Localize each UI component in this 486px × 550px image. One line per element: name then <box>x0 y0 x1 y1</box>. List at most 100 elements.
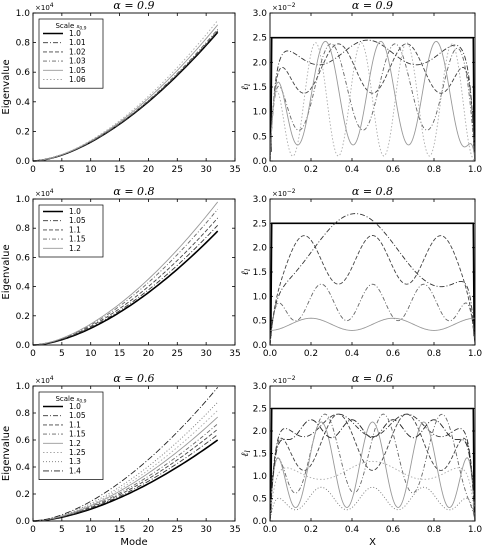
row3-right-profile-line <box>269 413 476 522</box>
row2-left-series-line <box>32 201 219 346</box>
row3-left-xtick-label: 25 <box>172 525 183 535</box>
row3-right-xtick-label: 0.4 <box>345 525 360 535</box>
row3-right-ytick-label: 1.0 <box>253 472 268 482</box>
row3-left-title: α = 0.6 <box>113 372 154 385</box>
row1-left-legend-title: Scale s0,9 <box>55 22 86 32</box>
row3-left-xtick-label: 5 <box>59 525 65 535</box>
row2-right-profile-line <box>269 213 476 346</box>
row3-left-ytick-label: 0.0 <box>16 517 31 527</box>
row3-right-profile-line <box>269 421 476 522</box>
row2-left-xtick-label: 15 <box>114 349 125 359</box>
row2-right-ytick-label: 0.5 <box>253 317 267 327</box>
row3-left-ytick-label: 1.0 <box>16 382 31 392</box>
row2-right-xtick-label: 0.6 <box>386 349 401 359</box>
row1-right-ytick-label: 2.0 <box>253 58 268 68</box>
row3-right-ytick-label: 0.5 <box>253 495 267 505</box>
row1-right-ytick-label: 2.5 <box>253 34 267 44</box>
row2-left-ytick-label: 0.6 <box>16 253 31 263</box>
row1-left-ytick-label: 1.0 <box>16 9 31 19</box>
row1-left-legend-label: 1.05 <box>69 66 86 75</box>
row1-left-ytick-label: 0.4 <box>16 98 31 108</box>
row2-left-legend-label: 1.1 <box>69 225 81 234</box>
row2-left-xtick-label: 25 <box>172 349 183 359</box>
row2-right-ytick-label: 3.0 <box>253 195 268 205</box>
row3-left-ytick-label: 0.4 <box>16 463 31 473</box>
row3-right-xtick-label: 0.8 <box>427 525 442 535</box>
row3-left-panel: Scale s0,91.01.051.11.151.21.251.31.4α =… <box>1 372 241 548</box>
row1-left-ytick-label: 0.2 <box>16 127 30 137</box>
row1-right-profile-line <box>269 43 476 162</box>
row1-left-xtick-label: 15 <box>114 165 125 175</box>
row3-left-legend-label: 1.2 <box>69 439 81 448</box>
row3-left-xtick-label: 20 <box>143 525 155 535</box>
row1-right-xtick-label: 0.8 <box>427 165 442 175</box>
row3-right-profile-line <box>269 413 476 522</box>
row1-left-series-line <box>32 28 219 162</box>
row2-left-ytick-label: 0.0 <box>16 341 31 351</box>
row1-left-multiplier: ×104 <box>35 2 54 12</box>
row3-right-ytick-label: 0.0 <box>253 517 268 527</box>
row1-right-xtick-label: 1.0 <box>468 165 483 175</box>
row1-left-frame <box>32 12 236 162</box>
row3-right-multiplier: ×10−2 <box>272 375 296 385</box>
row1-right-xtick-label: 0.4 <box>345 165 360 175</box>
row3-left-legend-label: 1.25 <box>69 448 86 457</box>
row3-left-legend-title: Scale s0,9 <box>55 395 86 405</box>
row3-left-ylabel: Eigenvalue <box>1 426 12 481</box>
row1-right-ytick-label: 3.0 <box>253 9 268 19</box>
row3-left-ytick-label: 0.8 <box>16 409 31 419</box>
row2-right-multiplier: ×10−2 <box>272 188 296 198</box>
row3-right-ylabel: ℓl <box>240 450 252 456</box>
row3-left-legend-label: 1.0 <box>69 402 81 411</box>
row3-left-legend-label: 1.1 <box>69 420 81 429</box>
row3-left-legend-label: 1.3 <box>69 457 81 466</box>
row3-left-xtick-label: 10 <box>85 525 97 535</box>
row3-right-xtick-label: 0.2 <box>304 525 318 535</box>
row2-left-xtick-label: 20 <box>143 349 155 359</box>
row3-right-profile-line <box>269 419 476 522</box>
row1-right-panel: α = 0.9 0.0 0.2 0.4 0.6 0.8 1.0 0.0 0.5 1.0 1.5 2.0… <box>240 0 482 175</box>
row1-right-ytick-label: 1.0 <box>253 108 268 118</box>
row2-right-ytick-label: 1.0 <box>253 292 268 302</box>
row2-left-xtick-label: 30 <box>200 349 212 359</box>
row3-right-title: α = 0.6 <box>352 372 393 385</box>
row1-right-title: α = 0.9 <box>352 0 393 12</box>
row1-left-legend-label: 1.03 <box>69 57 86 66</box>
row2-right-title: α = 0.8 <box>352 185 393 198</box>
row1-right-multiplier: ×10−2 <box>272 2 296 12</box>
row1-right-profile-line <box>269 39 476 162</box>
row3-left-series-line <box>32 428 218 522</box>
row1-right-xtick-label: 0.2 <box>304 165 318 175</box>
row1-left-xtick-label: 10 <box>85 165 97 175</box>
row2-right-profile-line <box>269 317 476 331</box>
row2-right-xtick-label: 0.2 <box>304 349 318 359</box>
row1-right-ytick-label: 0.5 <box>253 132 267 142</box>
row2-left-ytick-label: 0.4 <box>16 283 31 293</box>
row1-left-xtick-label: 0 <box>30 165 36 175</box>
row1-right-xtick-label: 0.0 <box>263 165 278 175</box>
row3-right-xtick-label: 1.0 <box>468 525 483 535</box>
row1-left-series-line <box>32 20 219 162</box>
row3-right-ytick-label: 1.5 <box>253 450 267 460</box>
row1-left-ytick-label: 0.6 <box>16 68 31 78</box>
row1-left-xtick-label: 20 <box>143 165 155 175</box>
row2-right-profile-line <box>269 283 476 346</box>
row3-left-series-line <box>32 416 218 522</box>
row2-right-ytick-label: 2.5 <box>253 219 267 229</box>
row1-left-legend-box <box>38 18 104 89</box>
row3-left-legend-label: 1.15 <box>69 430 86 439</box>
row3-left-series-line <box>32 387 219 522</box>
row2-left-xtick-label: 10 <box>85 349 97 359</box>
row1-left-xtick-label: 35 <box>229 165 240 175</box>
row2-left-ytick-label: 1.0 <box>16 195 31 205</box>
row3-right-ytick-label: 3.0 <box>253 382 268 392</box>
row2-left-legend-label: 1.15 <box>69 235 86 244</box>
row3-right-profile-line <box>270 407 475 513</box>
row1-left-xtick-label: 30 <box>200 165 212 175</box>
row1-left-legend-label: 1.01 <box>69 38 86 47</box>
row2-right-xtick-label: 0.0 <box>263 349 278 359</box>
row2-left-xtick-label: 0 <box>30 349 36 359</box>
row2-right-xtick-label: 0.8 <box>427 349 442 359</box>
row1-right-profile-line <box>270 36 475 152</box>
row3-left-series-line <box>32 401 219 522</box>
